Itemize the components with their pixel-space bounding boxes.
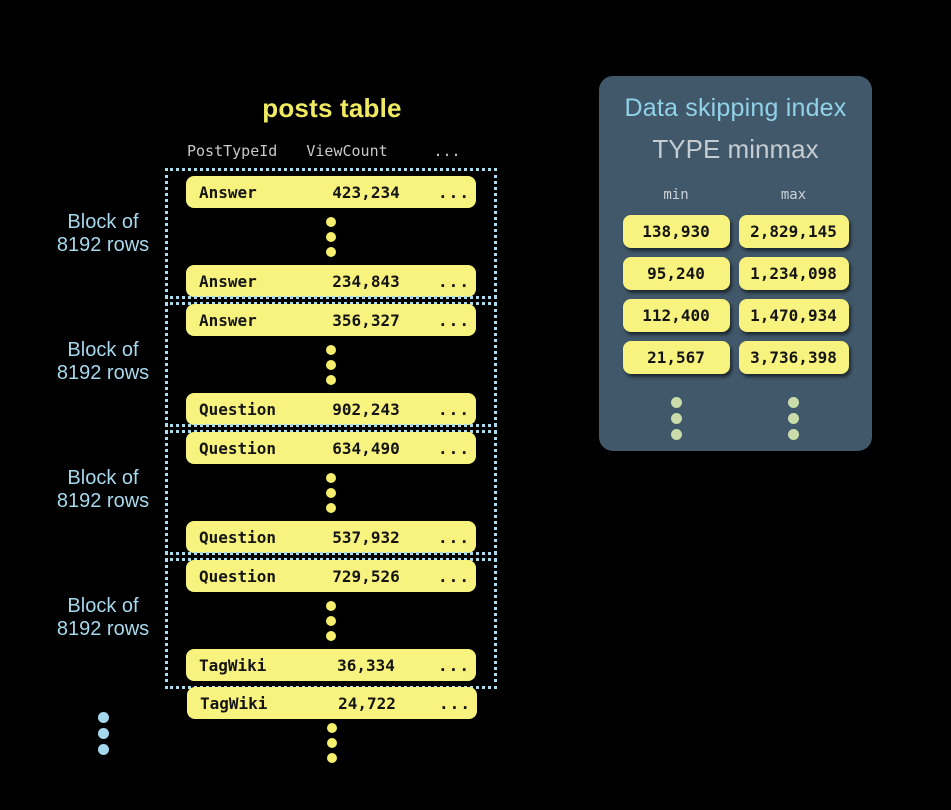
posts-table-column-headers: PostTypeId ViewCount ... <box>187 142 477 160</box>
row-ellipsis: ... <box>439 693 471 713</box>
min-value-chip: 95,240 <box>622 257 730 290</box>
column-header-ellipsis: ... <box>433 142 461 160</box>
row-ellipsis: ... <box>438 182 470 202</box>
table-row: Answer 356,327 ... <box>186 304 476 336</box>
row-ellipsis: ... <box>438 271 470 291</box>
min-value-chip: 21,567 <box>622 341 730 374</box>
row-post-type: Answer <box>199 310 257 330</box>
block-label-1: Block of 8192 rows <box>30 211 176 257</box>
block-label-2: Block of 8192 rows <box>30 339 176 385</box>
more-max-values-dots <box>739 397 849 440</box>
block-label-line2: 8192 rows <box>56 234 150 256</box>
index-panel-subtitle: TYPE minmax <box>652 134 819 164</box>
max-column-header: max <box>780 187 807 203</box>
more-min-values-dots <box>623 397 730 440</box>
row-post-type: Question <box>199 438 277 458</box>
row-view-count: 234,843 <box>332 271 400 291</box>
table-row: Question 729,526 ... <box>186 560 476 592</box>
index-panel-title: Data skipping index <box>624 94 847 122</box>
row-ellipsis: ... <box>438 310 470 330</box>
column-header-viewcount: ViewCount <box>306 142 388 160</box>
table-block-2: Answer 356,327 ... Question 902,243 ... <box>165 296 497 433</box>
block-label-line2: 8192 rows <box>56 618 150 640</box>
row-post-type: Question <box>199 527 277 547</box>
block-label-line1: Block of <box>67 467 139 489</box>
block-label-line2: 8192 rows <box>56 490 150 512</box>
vertical-ellipsis-dots <box>326 472 336 513</box>
vertical-ellipsis-dots <box>326 600 336 641</box>
table-row: TagWiki 36,334 ... <box>186 649 476 681</box>
more-rows-ellipsis-dots <box>187 723 477 763</box>
minmax-grid: min max 138,930 2,829,145 95,240 1,234,0… <box>622 187 849 440</box>
block-label-3: Block of 8192 rows <box>30 467 176 513</box>
row-view-count: 729,526 <box>332 566 400 586</box>
table-block-4: Question 729,526 ... TagWiki 36,334 ... <box>165 552 497 689</box>
row-post-type: Question <box>199 566 277 586</box>
table-row: Answer 234,843 ... <box>186 265 476 297</box>
row-post-type: TagWiki <box>199 655 267 675</box>
row-view-count: 356,327 <box>332 310 400 330</box>
row-ellipsis: ... <box>438 527 470 547</box>
row-post-type: Question <box>199 399 277 419</box>
column-header-posttypeid: PostTypeId <box>187 142 278 160</box>
more-blocks-ellipsis-dots <box>76 712 130 755</box>
table-row-tail: TagWiki 24,722 ... <box>187 687 477 719</box>
row-view-count: 634,490 <box>332 438 400 458</box>
block-label-line2: 8192 rows <box>56 362 150 384</box>
max-value-chip: 3,736,398 <box>738 341 849 374</box>
table-block-3: Question 634,490 ... Question 537,932 ..… <box>165 424 497 561</box>
vertical-ellipsis-dots <box>326 344 336 385</box>
row-view-count: 902,243 <box>332 399 400 419</box>
row-view-count: 24,722 <box>338 693 396 713</box>
vertical-ellipsis-dots <box>326 216 336 257</box>
row-ellipsis: ... <box>438 399 470 419</box>
row-view-count: 537,932 <box>332 527 400 547</box>
min-column-header: min <box>663 187 689 203</box>
row-post-type: Answer <box>199 182 257 202</box>
row-ellipsis: ... <box>438 566 470 586</box>
posts-table-title: posts table <box>262 93 402 123</box>
row-ellipsis: ... <box>438 655 470 675</box>
row-view-count: 36,334 <box>337 655 395 675</box>
table-block-1: Answer 423,234 ... Answer 234,843 ... <box>165 168 497 305</box>
min-value-chip: 138,930 <box>622 215 730 248</box>
row-view-count: 423,234 <box>332 182 400 202</box>
row-post-type: TagWiki <box>200 693 268 713</box>
data-skipping-index-panel: Data skipping index TYPE minmax min max … <box>599 76 872 451</box>
table-row: Answer 423,234 ... <box>186 176 476 208</box>
block-label-line1: Block of <box>67 339 139 361</box>
max-value-chip: 1,234,098 <box>738 257 849 290</box>
row-post-type: Answer <box>199 271 257 291</box>
table-row: Question 634,490 ... <box>186 432 476 464</box>
row-ellipsis: ... <box>438 438 470 458</box>
block-label-line1: Block of <box>67 595 139 617</box>
block-label-4: Block of 8192 rows <box>30 595 176 641</box>
block-label-line1: Block of <box>67 211 139 233</box>
max-value-chip: 1,470,934 <box>738 299 849 332</box>
min-value-chip: 112,400 <box>622 299 730 332</box>
table-row: Question 902,243 ... <box>186 393 476 425</box>
table-row: Question 537,932 ... <box>186 521 476 553</box>
max-value-chip: 2,829,145 <box>738 215 849 248</box>
